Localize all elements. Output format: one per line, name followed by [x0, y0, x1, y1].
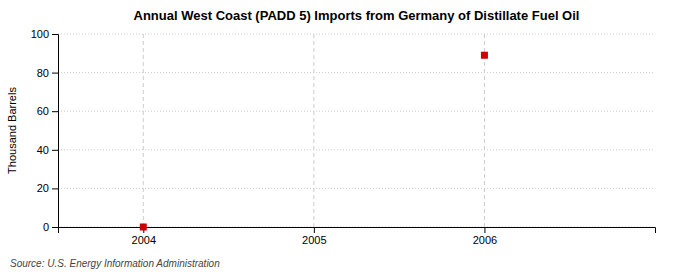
tick: 20 [37, 182, 58, 194]
grid-line-y [58, 111, 655, 112]
tick-mark [52, 111, 58, 112]
marks [140, 52, 488, 231]
tick-label: 2006 [473, 234, 497, 246]
tick-mark [314, 227, 315, 233]
tick: 0 [43, 221, 58, 233]
y-axis: 0 20 40 60 80 100 [31, 28, 59, 233]
axis-line [59, 228, 656, 234]
grid-line-y [58, 72, 655, 73]
grid [58, 34, 655, 227]
grid-line-x [313, 34, 314, 227]
grid-line-y [58, 188, 655, 189]
title: Annual West Coast (PADD 5) Imports from … [134, 8, 580, 23]
y-axis-label: Thousand Barrels [6, 87, 18, 174]
tick-label: 100 [31, 28, 49, 40]
x-axis: 2004 2005 2006 [59, 227, 656, 246]
tick: 2006 [473, 227, 497, 246]
tick-label: 20 [37, 182, 49, 194]
tick-label: 2005 [302, 234, 326, 246]
tick-label: 80 [37, 67, 49, 79]
chart: 2004 2005 2006 0 20 40 60 80 100 Annual West Coas… [0, 0, 675, 275]
source-note: Source: U.S. Energy Information Administ… [10, 258, 220, 269]
tick: 40 [37, 144, 58, 156]
tick-label: 40 [37, 144, 49, 156]
axis-line [52, 35, 59, 228]
tick-mark [52, 73, 58, 74]
plot-area: 2004 2005 2006 0 20 40 60 80 100 [31, 28, 656, 246]
grid-line-x [484, 34, 485, 227]
grid-line-x [143, 34, 144, 227]
tick-mark [52, 227, 58, 228]
tick-mark [52, 34, 58, 35]
tick-mark [52, 150, 58, 151]
tick-label: 2004 [132, 234, 156, 246]
tick: 100 [31, 28, 58, 40]
tick-mark [484, 227, 485, 233]
point [140, 224, 147, 231]
grid-line-y [58, 34, 655, 35]
tick-mark [52, 188, 58, 189]
tick-label: 60 [37, 105, 49, 117]
point [481, 52, 488, 59]
tick: 80 [37, 67, 58, 79]
tick: 60 [37, 105, 58, 117]
grid-line-y [58, 149, 655, 150]
tick: 2005 [302, 227, 326, 246]
tick-label: 0 [43, 221, 49, 233]
